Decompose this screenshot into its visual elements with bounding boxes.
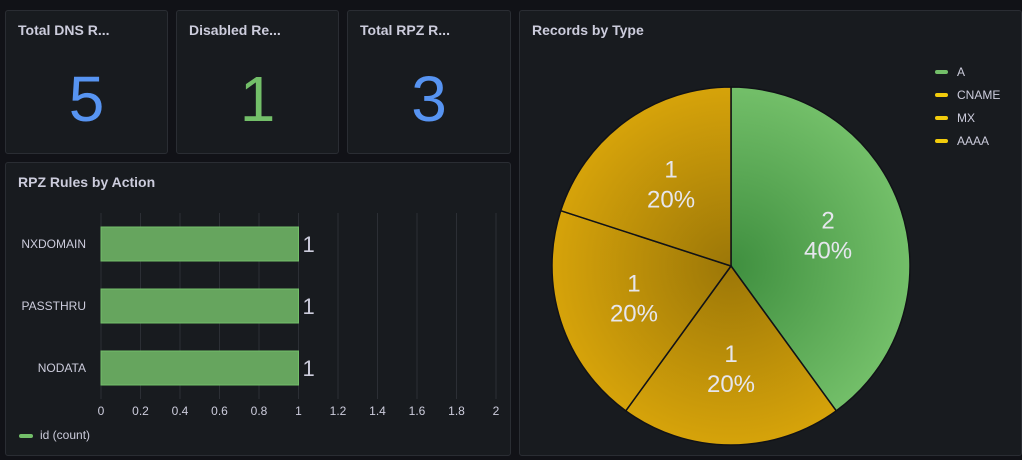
x-tick-label: 1.2 [330, 404, 347, 418]
stat-title: Disabled Re... [189, 22, 281, 38]
x-tick-label: 1.8 [448, 404, 465, 418]
panel-title: RPZ Rules by Action [18, 174, 156, 190]
legend-swatch [935, 70, 948, 74]
slice-value-label: 1 [724, 341, 737, 368]
slice-value-label: 1 [664, 156, 677, 183]
rpz-rules-by-action-panel[interactable]: RPZ Rules by Action 0 0.2 0.4 0.6 0.8 1 1.2 1.4… [5, 162, 511, 456]
stat-title: Total DNS R... [18, 22, 110, 38]
legend-swatch [935, 116, 948, 120]
x-tick-label: 2 [493, 404, 500, 418]
pie-slice-a [730, 86, 911, 412]
x-tick-label: 0.8 [251, 404, 268, 418]
bar-value-label: 1 [303, 356, 315, 381]
slice-value-label: 1 [627, 271, 640, 298]
legend-swatch [19, 434, 33, 438]
legend-label: id (count) [40, 428, 90, 442]
records-by-type-panel[interactable]: Records by Type 2 40% 1 20% 1 20% 1 20% A CNAME MX… [519, 10, 1022, 456]
stat-title: Total RPZ R... [360, 22, 450, 38]
stat-value: 1 [239, 63, 276, 135]
stat-value: 5 [68, 63, 105, 135]
category-label: NODATA [38, 361, 86, 375]
stat-panel-total-rpz-rules[interactable]: Total RPZ R... 3 [347, 10, 511, 154]
x-tick-label: 0.2 [132, 404, 149, 418]
bar-value-label: 1 [303, 294, 315, 319]
slice-value-label: 2 [821, 207, 834, 234]
x-tick-label: 1 [295, 404, 302, 418]
x-tick-label: 0.4 [172, 404, 189, 418]
pie-chart: 2 40% 1 20% 1 20% 1 20% A CNAME MX AAAA [551, 65, 1000, 446]
legend-swatch [935, 93, 948, 97]
pie-slice-cname [624, 264, 838, 446]
bar-value-label: 1 [303, 232, 315, 257]
legend-label: CNAME [957, 88, 1000, 102]
slice-percent-label: 20% [647, 186, 695, 213]
slice-percent-label: 20% [707, 371, 755, 398]
legend-label: AAAA [957, 134, 989, 148]
stat-value: 3 [411, 63, 447, 135]
legend-swatch [935, 139, 948, 143]
category-label: PASSTHRU [22, 299, 86, 313]
slice-percent-label: 20% [610, 301, 658, 328]
bar [100, 288, 299, 324]
bar-chart: 0 0.2 0.4 0.6 0.8 1 1.2 1.4 1.6 1.8 2 NXDOMAIN 1 PASS… [19, 213, 500, 442]
legend-label: A [957, 65, 965, 79]
slice-percent-label: 40% [804, 237, 852, 264]
bar [100, 226, 299, 262]
x-tick-label: 0 [98, 404, 105, 418]
bar [100, 350, 299, 386]
panel-title: Records by Type [532, 22, 644, 38]
x-tick-label: 1.4 [369, 404, 386, 418]
stat-panel-total-dns-records[interactable]: Total DNS R... 5 [5, 10, 168, 154]
pie-slice-aaaa [559, 86, 732, 268]
x-tick-label: 0.6 [211, 404, 228, 418]
category-label: NXDOMAIN [21, 237, 86, 251]
stat-panel-disabled-records[interactable]: Disabled Re... 1 [176, 10, 339, 154]
legend-label: MX [957, 111, 975, 125]
x-tick-label: 1.6 [409, 404, 426, 418]
pie-slice-mx [551, 209, 733, 412]
